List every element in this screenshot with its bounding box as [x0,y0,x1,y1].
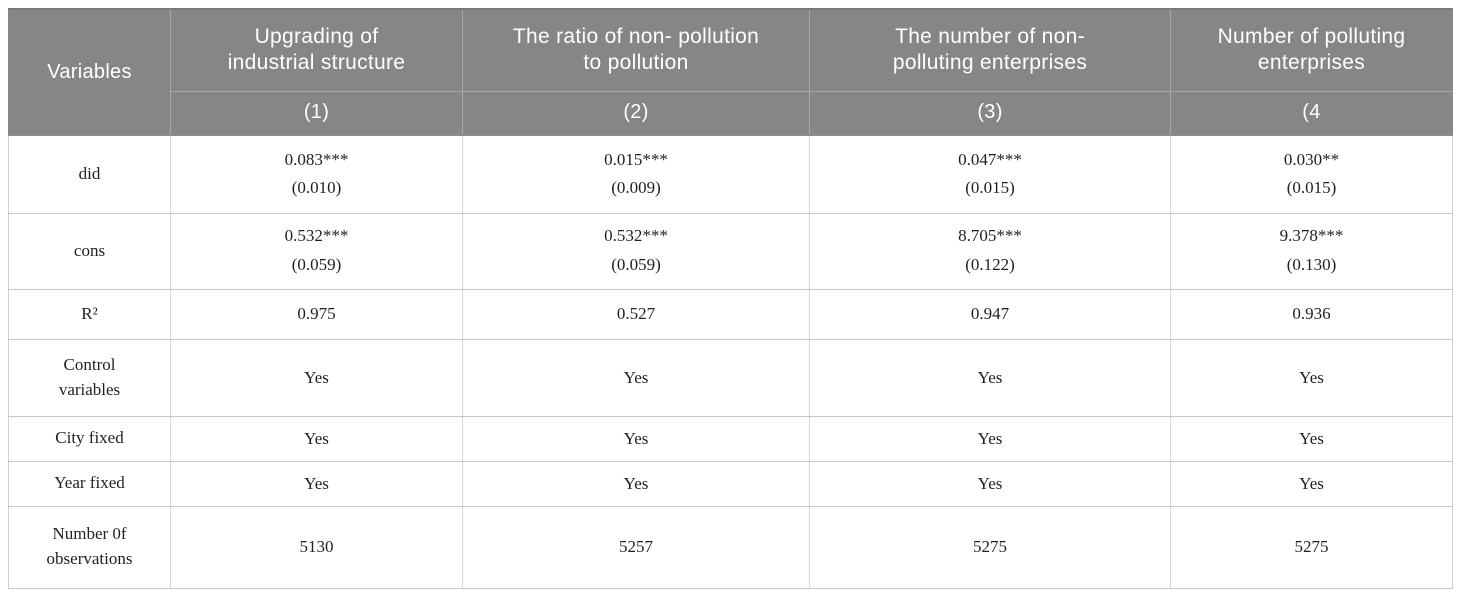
standard-error: (0.015) [965,178,1015,198]
standard-error: (0.015) [1286,178,1337,198]
table-cell: Yes [809,415,1171,462]
row-label-r-squared: R² [8,288,171,340]
column-number-1: (1) [170,90,463,136]
table-cell: 5257 [462,505,810,589]
table-row-r-squared: R² 0.975 0.527 0.947 0.936 [8,288,1453,340]
column-header-2-line2: to pollution [583,51,689,75]
column-header-variables: Variables [8,8,171,136]
column-header-3-line1: The number of non- [895,25,1085,48]
standard-error: (0.010) [291,178,342,198]
table-header: Variables Upgrading of industrial struct… [8,8,1453,136]
standard-error: (0.130) [1286,255,1337,274]
header-title-row: Variables Upgrading of industrial struct… [8,8,1453,136]
row-label-did: did [8,135,171,214]
column-header-4-line1: Number of polluting [1217,25,1406,48]
table-row-year-fixed: Year fixed Yes Yes Yes Yes [8,460,1453,507]
coefficient-value: 0.015*** [604,149,668,169]
table-row-observations: Number 0f observations 5130 5257 5275 52… [8,505,1453,589]
standard-error: (0.009) [611,178,661,198]
column-header-3-line2: polluting enterprises [892,51,1088,75]
column-header-1-line1: Upgrading of [254,25,379,48]
column-header-4: Number of polluting enterprises [1170,8,1453,92]
coefficient-value: 9.378*** [1279,226,1344,246]
table-cell: 0.532*** (0.059) [170,212,463,290]
column-header-2: The ratio of non- pollution to pollution [462,8,810,92]
standard-error: (0.059) [291,255,342,274]
table-cell: Yes [462,415,810,462]
row-label-control-variables: Control variables [8,338,171,417]
table-cell: 0.947 [809,288,1171,340]
table-cell: 0.532*** (0.059) [462,212,810,290]
table-row-cons: cons 0.532*** (0.059) 0.532*** (0.059) 8… [8,212,1453,290]
coefficient-value: 0.532*** [604,226,668,246]
table-row-did: did 0.083*** (0.010) 0.015*** (0.009) 0.… [8,135,1453,214]
table-cell: 5275 [809,505,1171,589]
header-number-row: (1) (2) (3) (4 [9,90,1453,136]
table-cell: 8.705*** (0.122) [809,212,1171,290]
table-cell: 5275 [1170,505,1453,589]
coefficient-value: 8.705*** [958,226,1022,246]
table-cell: Yes [170,415,463,462]
table-cell: 0.975 [170,288,463,340]
column-header-1: Upgrading of industrial structure [170,8,463,92]
table-cell: 0.936 [1170,288,1453,340]
column-number-3: (3) [809,90,1171,136]
table-row-city-fixed: City fixed Yes Yes Yes Yes [8,415,1453,462]
standard-error: (0.122) [965,255,1015,274]
table-cell: 5130 [170,505,463,589]
column-header-3: The number of non- polluting enterprises [809,8,1171,92]
table-cell: Yes [1170,460,1453,507]
table-cell: Yes [170,460,463,507]
table-cell: Yes [462,460,810,507]
row-label-observations: Number 0f observations [8,505,171,589]
table-row-control-variables: Control variables Yes Yes Yes Yes [8,338,1453,417]
column-header-4-line2: enterprises [1257,51,1366,75]
table-cell: Yes [809,460,1171,507]
column-header-1-line2: industrial structure [227,51,406,75]
table-cell: Yes [1170,338,1453,417]
coefficient-value: 0.047*** [958,149,1022,169]
column-number-2: (2) [462,90,810,136]
column-number-4: (4 [1170,90,1453,136]
coefficient-value: 0.030** [1283,149,1340,169]
table-cell: 0.015*** (0.009) [462,135,810,214]
table-cell: 0.083*** (0.010) [170,135,463,214]
table-cell: Yes [809,338,1171,417]
table-body: did 0.083*** (0.010) 0.015*** (0.009) 0.… [8,135,1453,589]
standard-error: (0.059) [611,255,661,274]
table-cell: 0.047*** (0.015) [809,135,1171,214]
regression-results-table: Variables Upgrading of industrial struct… [8,8,1453,589]
row-label-cons: cons [8,212,171,290]
table-cell: Yes [462,338,810,417]
column-header-2-line1: The ratio of non- pollution [512,25,760,48]
table-cell: Yes [1170,415,1453,462]
table-cell: Yes [170,338,463,417]
coefficient-value: 0.083*** [284,149,349,169]
table-cell: 0.527 [462,288,810,340]
coefficient-value: 0.532*** [284,226,349,246]
row-label-year-fixed: Year fixed [8,460,171,507]
table-cell: 0.030** (0.015) [1170,135,1453,214]
table-cell: 9.378*** (0.130) [1170,212,1453,290]
row-label-city-fixed: City fixed [8,415,171,462]
